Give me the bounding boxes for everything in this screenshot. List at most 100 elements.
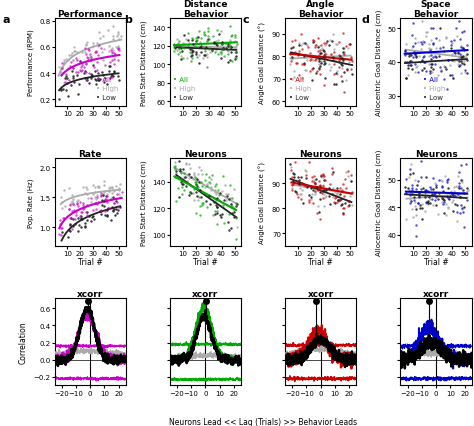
Point xyxy=(78,68,86,75)
Point xyxy=(429,42,437,49)
Point xyxy=(68,192,76,199)
Point xyxy=(111,213,118,219)
Point xyxy=(224,43,231,50)
Point xyxy=(307,50,314,57)
Point xyxy=(320,58,328,65)
Point xyxy=(426,47,434,54)
Point xyxy=(339,50,346,57)
Point xyxy=(187,165,194,172)
Point xyxy=(219,46,227,52)
Point xyxy=(68,208,76,215)
Point xyxy=(78,62,86,69)
Point xyxy=(65,52,73,59)
Point xyxy=(55,97,63,104)
Point xyxy=(198,179,205,186)
Point xyxy=(178,184,186,191)
Point xyxy=(201,184,209,191)
Point xyxy=(300,61,308,68)
Point xyxy=(70,49,78,55)
Point xyxy=(342,185,349,192)
Point xyxy=(338,59,346,66)
Point xyxy=(432,36,440,43)
Point xyxy=(427,53,435,60)
Point xyxy=(196,14,203,20)
Point xyxy=(300,54,308,60)
Point xyxy=(199,201,207,207)
Point xyxy=(321,43,329,49)
Point xyxy=(295,181,302,188)
Point xyxy=(232,53,240,60)
Point xyxy=(96,76,103,83)
Point xyxy=(101,208,109,215)
Point xyxy=(323,51,330,58)
Point xyxy=(65,78,73,85)
Point xyxy=(433,46,440,52)
Point xyxy=(194,171,201,178)
Point xyxy=(308,66,316,73)
Point xyxy=(442,212,449,219)
Point xyxy=(431,180,438,187)
Point xyxy=(341,200,349,207)
Point xyxy=(92,82,100,89)
Point xyxy=(217,55,225,62)
Point xyxy=(62,75,69,82)
Point xyxy=(184,171,191,178)
Point xyxy=(57,71,64,78)
Point xyxy=(456,63,464,69)
Point xyxy=(61,79,69,86)
Y-axis label: Correlation: Correlation xyxy=(19,321,28,363)
Point xyxy=(402,176,410,183)
Point xyxy=(332,70,339,77)
Point xyxy=(209,47,216,54)
Point xyxy=(290,171,298,178)
Point xyxy=(192,189,200,196)
Point xyxy=(422,29,429,36)
Point xyxy=(408,206,416,213)
Point xyxy=(191,173,198,179)
Point xyxy=(411,203,419,210)
Point xyxy=(174,185,182,192)
Point xyxy=(442,67,449,74)
Point xyxy=(454,49,462,56)
Point xyxy=(98,211,105,218)
Point xyxy=(67,53,74,60)
Point xyxy=(171,164,178,171)
Y-axis label: Pop. Rate (Hz): Pop. Rate (Hz) xyxy=(27,178,34,227)
Point xyxy=(57,232,64,239)
Point xyxy=(321,194,328,201)
Point xyxy=(411,51,419,58)
Point xyxy=(332,194,339,201)
Point xyxy=(198,183,206,190)
Point xyxy=(412,207,420,213)
Point xyxy=(406,50,413,57)
Point xyxy=(179,166,186,173)
Point xyxy=(216,43,224,50)
Point xyxy=(405,187,412,194)
Point xyxy=(431,198,438,204)
Point xyxy=(82,68,89,75)
Point xyxy=(57,69,65,76)
Point xyxy=(288,164,295,171)
Point xyxy=(210,195,218,201)
Point xyxy=(66,227,73,234)
Point xyxy=(401,49,409,55)
X-axis label: Trial #: Trial # xyxy=(424,257,448,267)
Point xyxy=(453,202,461,209)
Point xyxy=(450,38,457,45)
Point xyxy=(428,69,436,76)
Point xyxy=(448,52,456,58)
Point xyxy=(70,44,78,51)
Point xyxy=(330,61,338,68)
Point xyxy=(456,210,464,217)
Point xyxy=(313,70,320,77)
Point xyxy=(109,184,116,191)
Point xyxy=(291,37,299,44)
Point xyxy=(70,207,78,214)
Point xyxy=(217,51,225,58)
Point xyxy=(191,174,199,181)
Point xyxy=(77,210,85,216)
Point xyxy=(177,176,185,183)
Point xyxy=(95,77,103,84)
Point xyxy=(93,48,100,55)
Point xyxy=(437,177,445,184)
